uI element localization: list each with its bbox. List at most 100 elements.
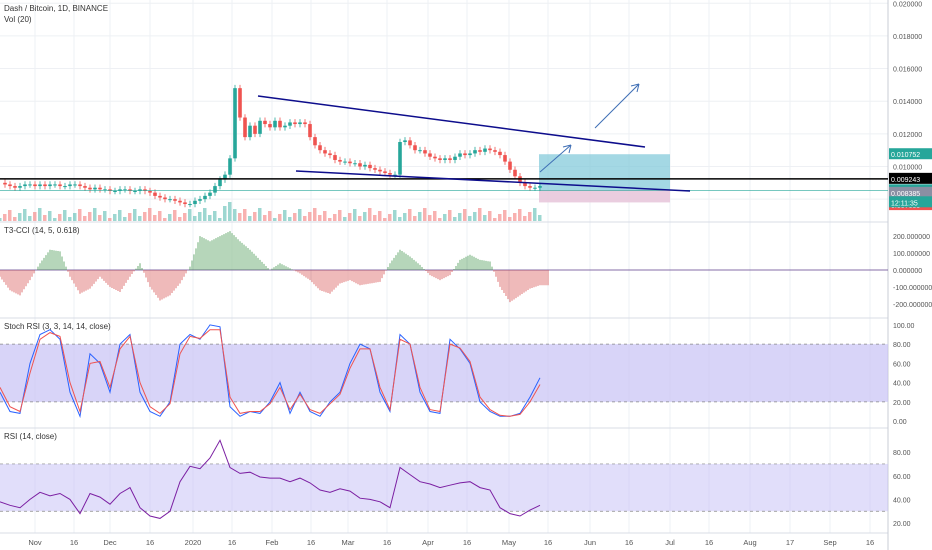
candle-body: [28, 184, 32, 186]
volume-bar: [483, 215, 487, 221]
time-axis-label: Aug: [743, 538, 756, 547]
candle-body: [48, 184, 52, 187]
t3cci-title: T3-CCI (14, 5, 0.618): [4, 226, 80, 235]
stoch-line-d: [0, 329, 541, 417]
volume-bar: [33, 212, 37, 221]
price-tags: 0.0107520.0092430.0085420.0083850.007635…: [889, 148, 932, 211]
candle-body: [493, 150, 497, 152]
candle-body: [83, 186, 87, 188]
volume-bar: [23, 209, 27, 221]
volume-bar: [158, 211, 162, 221]
volume-bar: [63, 210, 67, 221]
candle-body: [373, 168, 377, 170]
candle-body: [268, 124, 272, 128]
volume-bar: [113, 214, 117, 221]
candle-body: [353, 163, 357, 165]
volume-bar: [288, 217, 292, 221]
candle-body: [328, 153, 332, 156]
volume-bar: [393, 210, 397, 221]
time-axis-label: 16: [228, 538, 236, 547]
volume-bar: [83, 216, 87, 221]
volume-bar: [108, 218, 112, 221]
candle-body: [303, 122, 307, 125]
candle-body: [343, 161, 347, 163]
volume-bar: [43, 215, 47, 221]
volume-bar: [458, 213, 462, 221]
volume-bar: [388, 214, 392, 221]
volume-bar: [368, 208, 372, 221]
volume-bar: [528, 212, 532, 221]
volume-bar: [283, 210, 287, 221]
projection-arrow-short: [539, 144, 572, 173]
price-scale-label: 0.020000: [893, 1, 922, 8]
volume-bar: [508, 217, 512, 221]
candle-body: [483, 148, 487, 152]
volume-bar: [138, 216, 142, 221]
price-scale-label: 0.014000: [893, 99, 922, 106]
cci-scale-label: -100.000000: [893, 285, 932, 292]
price-scale-label: 0.010000: [893, 165, 922, 172]
volume-bar: [218, 218, 222, 221]
rsi-band: [0, 463, 888, 512]
volume-bar: [178, 217, 182, 221]
price-tag-label: 0.008385: [891, 191, 920, 198]
stoch-rsi-lines: [0, 324, 541, 419]
candle-body: [293, 122, 297, 125]
candle-body: [8, 184, 12, 187]
volume-bar: [123, 217, 127, 221]
candle-body: [213, 186, 217, 193]
volume-bar: [18, 213, 22, 221]
volume-bar: [98, 215, 102, 221]
volume-bar: [13, 217, 17, 221]
volume-bar: [308, 212, 312, 221]
volume-bar: [353, 209, 357, 221]
time-axis-label: 16: [866, 538, 874, 547]
candle-body: [308, 124, 312, 138]
candle-body: [313, 137, 317, 146]
volume-bar: [8, 210, 12, 221]
candle-body: [58, 184, 62, 187]
candle-body: [388, 173, 392, 175]
volume-bar: [28, 216, 32, 221]
volume-bar: [463, 209, 467, 221]
volume-bar: [363, 212, 367, 221]
volume-bar: [228, 202, 232, 221]
volume-bar: [538, 215, 542, 221]
candle-body: [228, 158, 232, 175]
volume-bar: [128, 213, 132, 221]
stoch-scale-label: 60.00: [893, 361, 911, 368]
volume-bar: [173, 210, 177, 221]
candle-body: [288, 122, 292, 126]
rsi-line: [0, 439, 541, 519]
candle-body: [428, 153, 432, 157]
volume-bar: [318, 215, 322, 221]
volume-bar: [383, 218, 387, 221]
price-overlays[interactable]: [0, 83, 888, 192]
candle-body: [163, 197, 167, 200]
volume-bar: [533, 208, 537, 221]
price-tag-box: [889, 148, 932, 160]
volume-bar: [188, 209, 192, 221]
volume-bar: [443, 214, 447, 221]
candle-body: [178, 200, 182, 203]
time-axis-label: 2020: [185, 538, 202, 547]
stoch-scale-label: 40.00: [893, 381, 911, 388]
volume-bar: [253, 212, 257, 221]
volume-bar: [53, 218, 57, 221]
volume-bar: [268, 211, 272, 221]
candle-body: [503, 155, 507, 162]
upper-trendline: [257, 95, 646, 148]
symbol-title: Dash / Bitcoin, 1D, BINANCE: [4, 4, 108, 13]
candle-body: [298, 122, 302, 125]
candle-body: [123, 189, 127, 191]
volume-bar: [313, 208, 317, 221]
candle-body: [318, 145, 322, 151]
volume-bar: [163, 218, 167, 221]
candle-body: [73, 184, 77, 186]
volume-bar: [258, 208, 262, 221]
volume-bar: [518, 209, 522, 221]
volume-bar: [473, 212, 477, 221]
candle-body: [258, 120, 262, 134]
